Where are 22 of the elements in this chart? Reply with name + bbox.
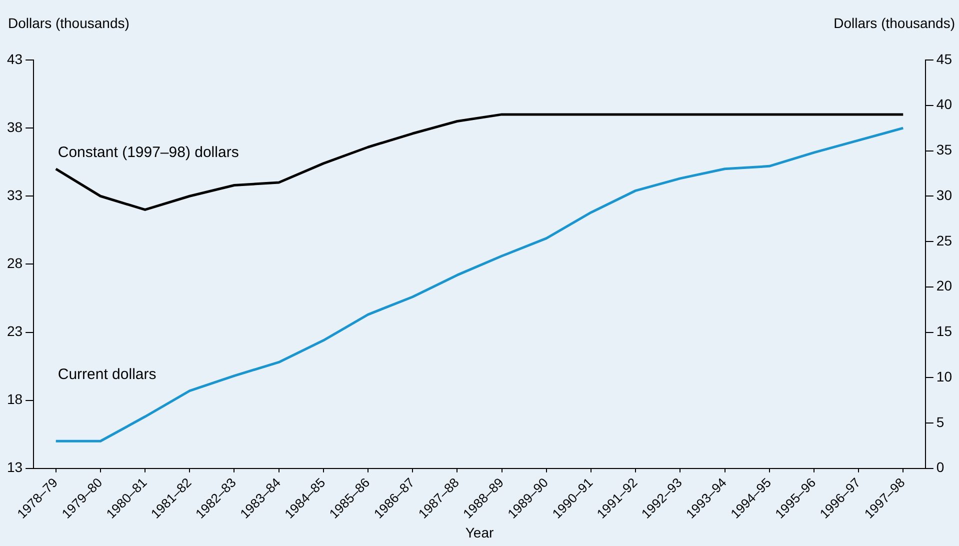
y2-tick-label: 20 <box>936 278 952 294</box>
y-tick-label: 28 <box>6 255 23 272</box>
y2-tick-label: 40 <box>936 96 952 112</box>
y2-tick-label: 25 <box>936 232 952 248</box>
series-label: Constant (1997–98) dollars <box>58 144 239 161</box>
series-label: Current dollars <box>58 366 156 383</box>
y-tick-label: 13 <box>6 459 23 476</box>
y2-tick-label: 0 <box>936 459 944 476</box>
y-tick-label: 38 <box>6 118 23 135</box>
y2-tick-label: 45 <box>936 50 952 67</box>
y2-tick-label: 5 <box>936 414 944 430</box>
y-tick-label: 18 <box>6 391 23 408</box>
y-axis-title: Dollars (thousands) <box>8 15 130 31</box>
y2-tick-label: 15 <box>936 323 952 340</box>
y2-tick-label: 10 <box>936 368 952 384</box>
x-axis-title: Year <box>465 524 494 540</box>
y-tick-label: 23 <box>6 323 23 340</box>
y-tick-label: 33 <box>6 186 23 203</box>
y-tick-label: 43 <box>6 50 23 67</box>
y2-tick-label: 35 <box>936 142 952 158</box>
y2-tick-label: 30 <box>936 186 952 203</box>
y2-axis-title: Dollars (thousands) <box>834 15 955 31</box>
